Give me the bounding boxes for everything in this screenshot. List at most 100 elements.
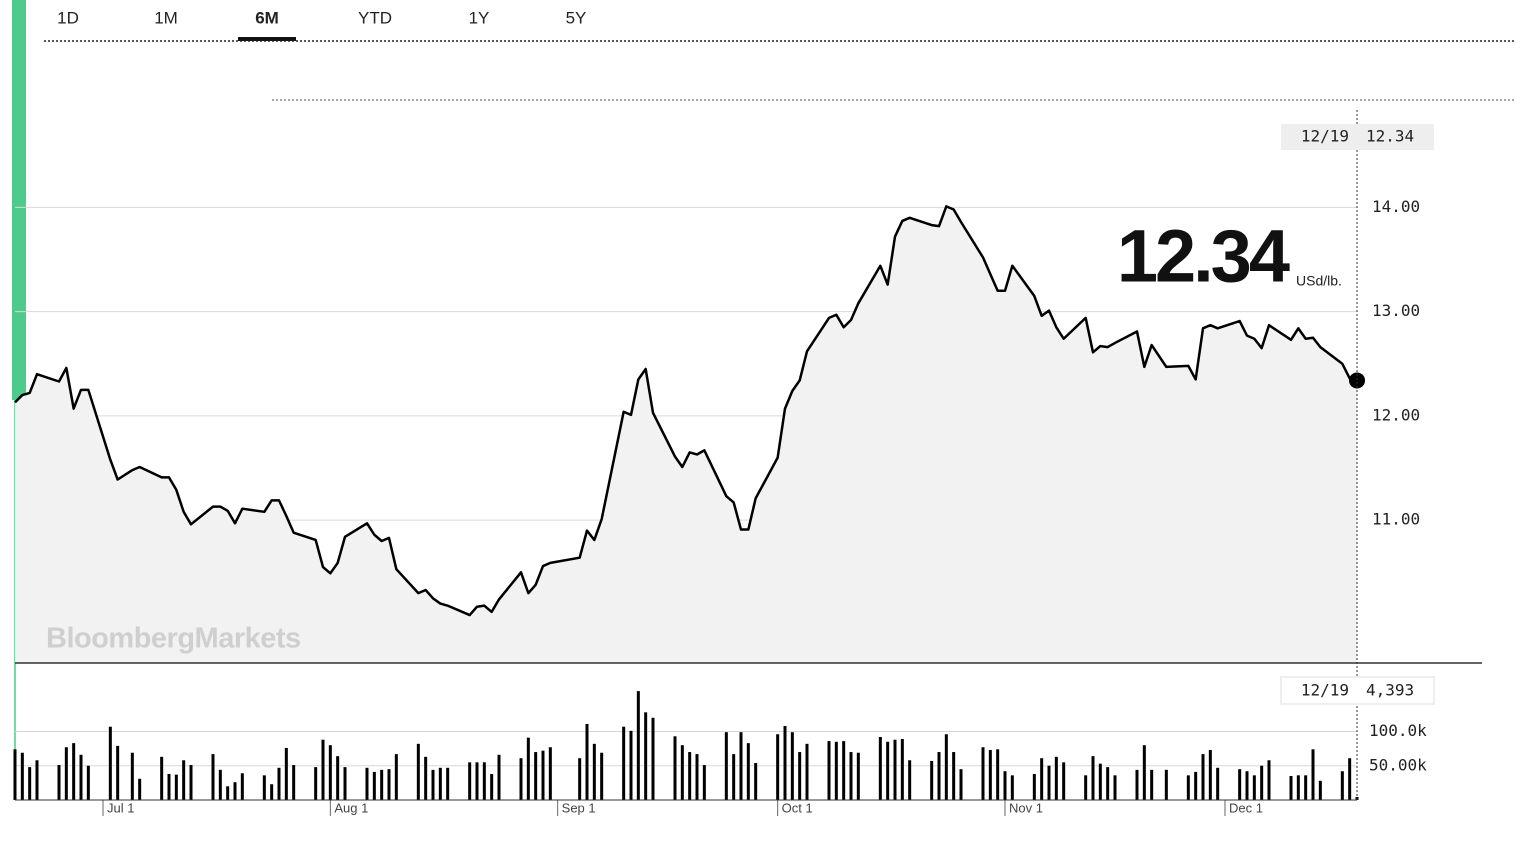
volume-bar [739,732,743,800]
volume-bar [482,762,486,800]
volume-bar [600,752,604,800]
last-point [1349,372,1365,389]
volume-bar [1040,758,1044,800]
volume-bar [629,730,633,800]
volume-bar [372,771,376,800]
volume-bar [394,754,398,800]
tab[interactable]: 1D [57,8,79,27]
volume-bar [585,723,589,800]
volume-bar [988,749,992,800]
volume-bar [380,769,384,800]
volume-bar [138,778,142,800]
volume-bar [108,726,112,800]
volume-bar [541,750,545,800]
price-tooltip [1281,124,1434,150]
volume-bar [13,749,17,800]
volume-bar [262,775,266,800]
volume-bar [1047,765,1051,800]
tab[interactable]: 5Y [566,8,587,27]
volume-bar [277,767,281,800]
y-tick-label: 12.00 [1372,405,1420,424]
x-tick-label: Dec 1 [1229,800,1263,815]
volume-bar [1260,765,1264,800]
volume-bar [534,752,538,800]
volume-bar [680,745,684,800]
active-tab-underline [238,37,296,41]
volume-bar [446,767,450,800]
tab[interactable]: 1Y [469,8,490,27]
volume-bar [328,745,332,800]
volume-bar [343,767,347,800]
volume-bar [189,765,193,800]
volume-bar [893,739,897,800]
volume-bar [878,736,882,800]
x-tick-label: Nov 1 [1009,800,1043,815]
volume-bar [1318,780,1322,800]
price-panel: 11.00 12.00 13.00 14.00 [14,197,1420,663]
volume-bar [622,726,626,800]
tooltip-price: 12.34 [1366,127,1414,146]
tab[interactable]: 6M [255,8,279,27]
volume-bar [336,756,340,800]
volume-bar [387,769,391,800]
y-tick-label: 11.00 [1372,510,1420,529]
y-tick-label: 50.00k [1369,755,1427,774]
x-tick-label: Sep 1 [562,800,596,815]
volume-bar [1245,771,1249,800]
volume-bar [416,743,420,800]
volume-bar [284,747,288,800]
x-tick-label: Aug 1 [334,800,368,815]
tab[interactable]: YTD [358,8,392,27]
volume-bar [1032,773,1036,800]
tab[interactable]: 1M [154,8,178,27]
volume-bar [783,726,787,800]
volume-bar [1304,775,1308,800]
volume-bar [1150,769,1154,800]
volume-bar [240,773,244,800]
volume-bar [1098,763,1102,800]
volume-bar [548,747,552,800]
volume-bar [644,712,648,800]
volume-bar [130,752,134,800]
tooltip-date: 12/19 [1301,681,1349,700]
tooltip-date: 12/19 [1301,127,1349,146]
volume-bar [592,743,596,800]
volume-bar [468,762,472,800]
volume-bar [805,743,809,800]
volume-bar [746,743,750,800]
volume-bar [1311,749,1315,800]
volume-bar [1062,762,1066,800]
volume-bar [930,760,934,800]
volume-bar [1010,775,1014,800]
volume-bar [167,773,171,800]
volume-bar [424,756,428,800]
volume-bar [952,752,956,800]
volume-panel: 50.00k 100.0k Jul 1 Aug 1 Sep 1 Oct 1 Nov 1 Dec… [13,691,1427,816]
volume-bar [1208,749,1212,800]
volume-bar [944,734,948,800]
volume-bar [160,756,164,800]
x-tick-label: Oct 1 [782,800,813,815]
volume-bar [365,767,369,800]
volume-bar [908,760,912,800]
volume-bar [28,767,32,800]
volume-bar [724,732,728,800]
volume-bar [1084,775,1088,800]
volume-bar [1091,756,1095,800]
volume-bar [790,732,794,800]
volume-bar [211,754,215,800]
volume-bar [776,734,780,800]
volume-bar [1194,771,1198,800]
volume-bar [475,762,479,800]
volume-bar [981,747,985,800]
volume-bar [1289,776,1293,800]
volume-bar [182,760,186,800]
volume-bar [695,754,699,800]
volume-bar [754,763,758,800]
volume-bar [1216,767,1220,800]
volume-bar [1113,775,1117,800]
volume-bar [57,765,61,800]
volume-bar [497,754,501,800]
volume-bar [314,767,318,800]
volume-bar [72,743,76,800]
